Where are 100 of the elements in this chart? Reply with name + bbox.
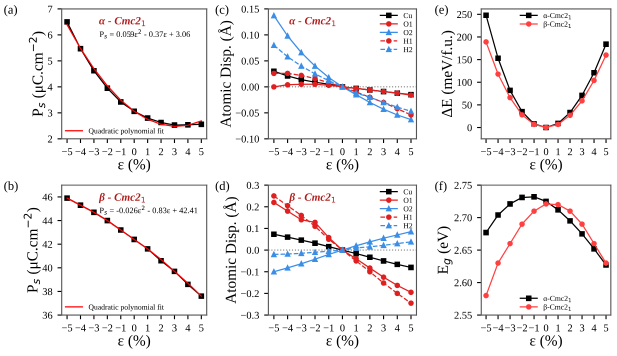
- x-tick-label: −4: [282, 324, 293, 332]
- x-tick-label: 1: [354, 148, 358, 156]
- x-tick-label: 1: [146, 148, 150, 156]
- annotation: P$_{s}$ = -0.026ε$^{2}$ - 0.83ε + 42.41: [100, 206, 198, 215]
- annotation: β - Cmc2$_{1}$: [289, 192, 336, 204]
- x-tick-label: 5: [604, 148, 608, 156]
- x-tick-label: 3: [172, 324, 177, 332]
- y-tick-label: 2.70: [454, 214, 472, 222]
- x-tick-label: −1: [324, 324, 334, 332]
- x-tick-label: −5: [268, 148, 280, 156]
- annotation: P$_{s}$ = 0.059ε$^{2}$ - 0.37ε + 3.06: [100, 29, 190, 38]
- x-tick-label: 2: [568, 324, 572, 332]
- x-axis-title: ε (%): [118, 334, 150, 349]
- y-tick-label: 100: [458, 78, 472, 86]
- x-axis-title: ε (%): [530, 334, 562, 349]
- x-tick-label: −2: [310, 148, 320, 156]
- x-axis-title: ε (%): [118, 158, 150, 173]
- y-axis-title: Atomic Disp. (Å): [218, 20, 234, 128]
- x-tick-label: 1: [146, 324, 150, 332]
- x-tick-label: −5: [481, 324, 492, 332]
- x-tick-label: 2: [568, 148, 572, 156]
- y-tick-label: 0.15: [242, 6, 259, 13]
- x-tick-label: 0: [544, 324, 548, 332]
- y-axis-title: ΔE (meV/f.u.): [441, 30, 456, 118]
- y-tick-label: −0.10: [236, 136, 259, 143]
- y-tick-label: 46: [42, 194, 52, 201]
- y-tick-label: 250: [457, 11, 472, 18]
- y-tick-label: 5: [48, 58, 52, 65]
- x-tick-label: 5: [604, 324, 608, 332]
- x-tick-label: 4: [592, 148, 596, 156]
- y-tick-label: 200: [457, 34, 472, 41]
- x-tick-label: −1: [116, 324, 126, 332]
- annotation: β - Cmc2$_{1}$: [98, 192, 145, 204]
- text: (a): [4, 5, 18, 16]
- x-tick-label: −1: [529, 148, 539, 156]
- x-tick-label: −5: [62, 148, 72, 156]
- x-tick-label: −4: [75, 324, 86, 332]
- y-axis-title: Atomic Disp. (Å): [223, 197, 240, 304]
- annotation: α - Cmc2$_{1}$: [99, 16, 146, 26]
- x-tick-label: −3: [505, 324, 516, 332]
- y-tick-label: 2.75: [454, 182, 472, 189]
- y-tick-label: 2.65: [454, 246, 472, 254]
- y-axis-title: P$_{s}$ (μC.cm$^{−2}$): [24, 208, 41, 293]
- x-tick-label: 2: [158, 324, 164, 332]
- x-tick-label: −5: [62, 324, 72, 332]
- x-tick-label: −4: [493, 148, 504, 156]
- x-tick-label: −4: [493, 324, 504, 332]
- x-tick-label: 5: [408, 148, 414, 156]
- x-tick-label: 5: [199, 324, 204, 332]
- y-tick-label: 44: [42, 217, 53, 224]
- x-tick-label: −2: [102, 324, 112, 332]
- x-tick-label: 1: [556, 148, 560, 156]
- x-tick-label: −3: [296, 324, 306, 332]
- y-tick-label: 2.55: [454, 312, 472, 319]
- y-tick-label: 0.10: [242, 32, 259, 39]
- y-tick-label: 0.00: [242, 84, 259, 91]
- x-tick-label: 4: [394, 324, 400, 332]
- y-tick-label: 4: [48, 84, 53, 90]
- x-tick-label: −2: [310, 324, 320, 332]
- x-tick-label: 4: [394, 148, 400, 156]
- x-tick-label: 3: [381, 148, 386, 156]
- x-tick-label: 3: [381, 324, 386, 332]
- x-tick-label: −3: [88, 148, 100, 156]
- x-axis-title: ε (%): [530, 158, 562, 173]
- text: (d): [216, 181, 230, 193]
- x-tick-label: −2: [517, 148, 528, 156]
- x-tick-label: −3: [296, 148, 306, 156]
- y-tick-label: 50: [462, 102, 472, 109]
- y-tick-label: 6: [48, 32, 52, 39]
- x-tick-label: −2: [102, 148, 112, 156]
- x-tick-label: 2: [368, 148, 372, 156]
- x-tick-label: 0: [340, 148, 345, 156]
- y-tick-label: 150: [458, 56, 472, 64]
- text: (c): [216, 5, 228, 16]
- y-tick-label: 0.1: [246, 225, 259, 232]
- x-tick-label: 2: [158, 148, 164, 156]
- text: (e): [435, 5, 448, 16]
- text: (f): [435, 181, 447, 193]
- y-tick-label: 38: [42, 288, 52, 296]
- x-tick-label: −1: [529, 324, 539, 332]
- x-axis-title: ε (%): [326, 158, 358, 173]
- x-tick-label: −1: [324, 148, 334, 156]
- x-tick-label: 0: [132, 148, 136, 156]
- annotation: α - Cmc2$_{1}$: [289, 16, 336, 26]
- x-tick-label: −1: [116, 148, 126, 156]
- y-axis-title: P$_{s}$ (μC.cm$^{−2}$): [28, 32, 46, 116]
- y-tick-label: 0.05: [242, 58, 259, 65]
- x-tick-label: −2: [517, 324, 528, 332]
- x-tick-label: 5: [408, 324, 414, 332]
- x-tick-label: −3: [88, 324, 100, 332]
- y-tick-label: 2: [48, 136, 52, 142]
- y-tick-label: 40: [42, 264, 52, 272]
- x-tick-label: −5: [268, 324, 280, 332]
- text: (b): [4, 181, 18, 193]
- y-tick-label: 0.0: [246, 246, 259, 254]
- x-tick-label: 4: [592, 324, 596, 332]
- y-tick-label: −0.1: [240, 268, 259, 276]
- x-tick-label: −5: [481, 148, 492, 156]
- x-tick-label: 3: [580, 148, 584, 156]
- x-tick-label: −3: [505, 148, 516, 156]
